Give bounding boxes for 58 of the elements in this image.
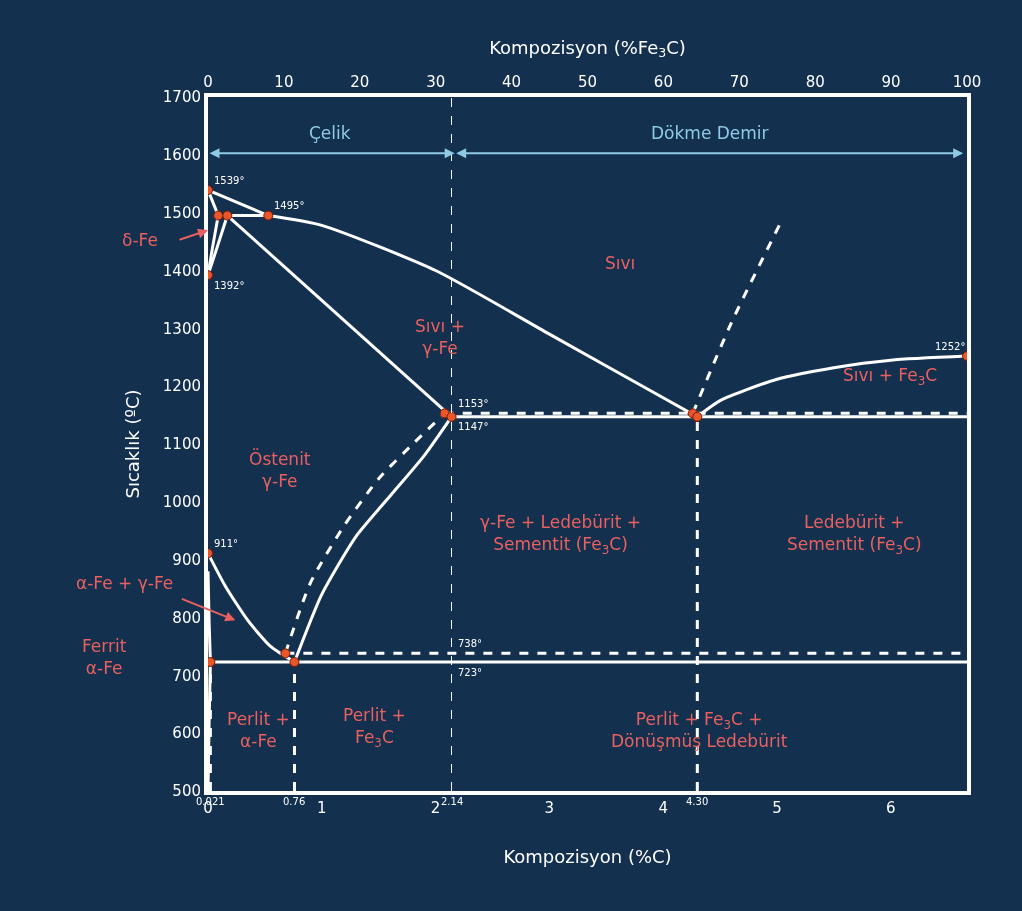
annotation: Sıvı + Fe$_{3}$C [843, 365, 938, 388]
annotation: 1147° [458, 421, 489, 432]
y-tick-label: 900 [172, 550, 201, 569]
y-tick-label: 1600 [162, 146, 201, 165]
x2-tick-label: 50 [577, 73, 598, 91]
annotation: Östenit γ-Fe [249, 448, 311, 492]
text: Ferrit α-Fe [82, 636, 127, 679]
ref-line-label: 2.14 [441, 796, 464, 807]
y-tick-label: 800 [172, 608, 201, 627]
annotation: Sıvı [605, 253, 636, 273]
y-tick-label: 1300 [162, 319, 201, 338]
x2-tick-label: 100 [952, 73, 982, 91]
x2-tick-label: 30 [426, 73, 446, 91]
annotation: Perlit + α-Fe [227, 709, 290, 752]
y-tick-label: 1500 [162, 203, 201, 222]
y-tick-label: 600 [172, 724, 201, 743]
annotation: Perlit + Fe$_{3}$C + Dönüşmüş Ledebürit [611, 709, 788, 752]
y-tick-label: 1000 [162, 493, 201, 512]
annotation: 1153° [458, 398, 489, 409]
y-tick-label: 700 [172, 666, 201, 685]
annotation: 723° [458, 667, 483, 678]
x2-tick-label: 90 [881, 73, 901, 91]
annotation: 1252° [935, 341, 966, 352]
x2-axis-title: Kompozisyon (%Fe$_{3}$C) [489, 36, 686, 61]
annotation: 1539° [214, 175, 245, 186]
annotation: Sıvı + γ-Fe [415, 316, 465, 359]
annotation: Dökme Demir [651, 123, 769, 143]
annotation: 1392° [214, 280, 245, 291]
y-tick-label: 1700 [162, 88, 201, 107]
text: α-Fe + γ-Fe [76, 573, 174, 593]
x2-tick-label: 10 [274, 73, 294, 91]
x-axis-title: Kompozisyon (%C) [503, 845, 672, 867]
y-tick-label: 1400 [162, 261, 201, 280]
x2-tick-label: 40 [502, 73, 522, 91]
annotation: Ledebürit + Sementit (Fe$_{3}$C) [787, 512, 922, 557]
annotation: 0.76 [283, 796, 306, 807]
annotation: 1495° [274, 200, 305, 211]
y-axis-title: Sıcaklık (ºC) [121, 389, 143, 499]
y-tick-label: 1100 [162, 435, 201, 454]
text: δ-Fe [122, 230, 158, 250]
annotation: Perlit + Fe$_{3}$C [343, 705, 406, 750]
x-tick-label: 4 [658, 799, 668, 817]
x2-tick-label: 20 [350, 73, 370, 91]
x-tick-label: 6 [885, 799, 896, 817]
x2-tick-label: 70 [729, 73, 749, 91]
annotation: 738° [458, 638, 483, 649]
annotation: Çelik [309, 123, 351, 143]
annotation: 911° [214, 538, 239, 549]
x2-tick-label: 80 [805, 73, 825, 91]
annotation: 4.30 [686, 796, 709, 807]
x-tick-label: 5 [772, 799, 782, 817]
x-tick-label: 1 [317, 799, 327, 817]
x-tick-label: 2 [430, 799, 441, 817]
x2-tick-label: 60 [653, 73, 673, 91]
annotation: γ-Fe + Ledebürit + Sementit (Fe$_{3}$C) [480, 512, 642, 557]
y-tick-label: 1200 [162, 377, 201, 396]
x-tick-label: 3 [544, 799, 555, 817]
x2-tick-label: 0 [203, 73, 213, 91]
